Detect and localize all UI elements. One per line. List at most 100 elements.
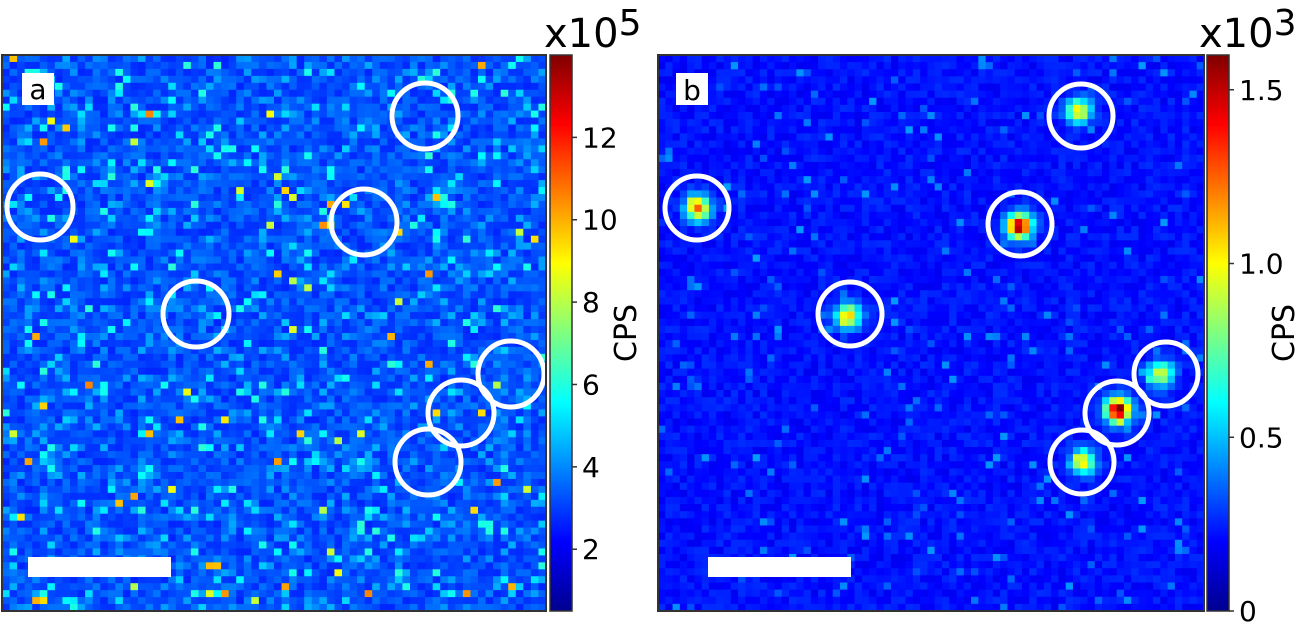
heatmap-a-cell xyxy=(228,305,237,313)
heatmap-a-cell xyxy=(410,312,418,320)
heatmap-a-cell xyxy=(281,430,290,438)
heatmap-a-cell xyxy=(130,207,139,216)
heatmap-a-cell xyxy=(160,499,169,508)
heatmap-a-cell xyxy=(447,298,456,306)
heatmap-a-cell xyxy=(274,333,282,341)
heatmap-a-cell xyxy=(17,270,26,278)
heatmap-a-cell xyxy=(70,263,78,271)
heatmap-a-cell xyxy=(394,110,403,118)
heatmap-a-cell xyxy=(85,180,94,188)
heatmap-a-cell xyxy=(213,235,222,244)
heatmap-a-cell xyxy=(364,388,373,396)
heatmap-a-cell xyxy=(289,187,298,195)
heatmap-a-cell xyxy=(130,506,139,515)
heatmap-a-cell xyxy=(455,520,464,528)
heatmap-a-cell xyxy=(236,277,245,285)
heatmap-a-cell xyxy=(70,319,78,327)
heatmap-a-cell xyxy=(530,145,539,153)
heatmap-a-cell xyxy=(130,200,139,209)
heatmap-a-cell xyxy=(485,284,494,292)
heatmap-a-cell xyxy=(357,235,366,244)
heatmap-a-cell xyxy=(440,353,449,362)
heatmap-a-cell xyxy=(508,326,517,334)
heatmap-a-cell xyxy=(357,339,366,348)
heatmap-a-cell xyxy=(107,55,116,63)
heatmap-a-cell xyxy=(32,228,41,237)
heatmap-a-cell xyxy=(168,416,177,424)
heatmap-a-cell xyxy=(281,187,290,195)
heatmap-a-cell xyxy=(266,346,275,355)
heatmap-a-cell xyxy=(478,520,486,528)
heatmap-a-cell xyxy=(304,499,313,508)
heatmap-a-cell xyxy=(530,173,539,181)
heatmap-a-cell xyxy=(357,256,366,264)
heatmap-a-cell xyxy=(372,103,381,111)
heatmap-a-cell xyxy=(470,499,479,508)
heatmap-a-cell xyxy=(122,346,131,355)
heatmap-a-cell xyxy=(425,388,434,396)
heatmap-a-cell xyxy=(349,221,358,230)
heatmap-a-cell xyxy=(258,305,267,313)
heatmap-a-cell xyxy=(440,166,449,174)
heatmap-a-cell xyxy=(455,55,464,63)
heatmap-a-cell xyxy=(183,103,192,111)
heatmap-a-cell xyxy=(62,124,71,132)
heatmap-a-cell xyxy=(85,388,94,396)
heatmap-a-cell xyxy=(206,96,214,105)
heatmap-a-cell xyxy=(243,200,252,209)
heatmap-a-cell xyxy=(115,187,124,195)
heatmap-a-cell xyxy=(311,200,320,209)
heatmap-a-cell xyxy=(54,75,63,84)
heatmap-a-cell xyxy=(183,430,192,438)
heatmap-a-cell xyxy=(364,194,373,202)
heatmap-a-cell xyxy=(349,326,358,334)
heatmap-a-cell xyxy=(447,228,456,237)
heatmap-a-cell xyxy=(334,381,343,389)
heatmap-a-cell xyxy=(213,200,222,209)
heatmap-a-cell xyxy=(417,200,426,209)
heatmap-a-cell xyxy=(349,513,358,522)
heatmap-a-cell xyxy=(228,145,237,153)
heatmap-a-cell xyxy=(175,451,184,459)
heatmap-a-cell xyxy=(122,200,131,209)
heatmap-a-cell xyxy=(311,187,320,195)
heatmap-a-cell xyxy=(243,131,252,139)
heatmap-a-cell xyxy=(417,89,426,98)
heatmap-a-cell xyxy=(153,346,162,355)
heatmap-a-cell xyxy=(107,166,116,174)
heatmap-a-cell xyxy=(485,124,494,132)
heatmap-a-cell xyxy=(349,423,358,431)
heatmap-a-cell xyxy=(17,145,26,153)
heatmap-a-cell xyxy=(523,89,532,98)
heatmap-a-cell xyxy=(2,173,10,181)
heatmap-a-cell xyxy=(258,284,267,292)
heatmap-a-cell xyxy=(334,465,343,473)
heatmap-a-cell xyxy=(54,277,63,285)
heatmap-a-cell xyxy=(379,527,388,535)
heatmap-a-cell xyxy=(349,270,358,278)
heatmap-a-cell xyxy=(85,75,94,84)
heatmap-a-cell xyxy=(523,513,532,522)
heatmap-a-cell xyxy=(175,360,184,369)
heatmap-a-cell xyxy=(153,256,162,264)
heatmap-a-cell xyxy=(447,256,456,264)
heatmap-a-cell xyxy=(62,451,71,459)
heatmap-a-cell xyxy=(130,513,139,522)
heatmap-a-cell xyxy=(145,319,154,327)
heatmap-a-cell xyxy=(417,256,426,264)
heatmap-a-cell xyxy=(145,68,154,77)
heatmap-a-cell xyxy=(342,520,350,528)
heatmap-a-cell xyxy=(221,458,230,466)
heatmap-a-cell xyxy=(538,145,546,153)
heatmap-a-cell xyxy=(493,492,502,501)
heatmap-a-cell xyxy=(138,326,146,334)
heatmap-a-cell xyxy=(523,207,532,216)
heatmap-a-cell xyxy=(24,485,33,494)
heatmap-a-cell xyxy=(258,367,267,376)
heatmap-a-cell xyxy=(168,492,177,501)
heatmap-a-cell xyxy=(85,520,94,528)
heatmap-a-cell xyxy=(266,333,275,341)
heatmap-a-cell xyxy=(447,312,456,320)
heatmap-a-cell xyxy=(100,360,109,369)
heatmap-a-cell xyxy=(379,55,388,63)
